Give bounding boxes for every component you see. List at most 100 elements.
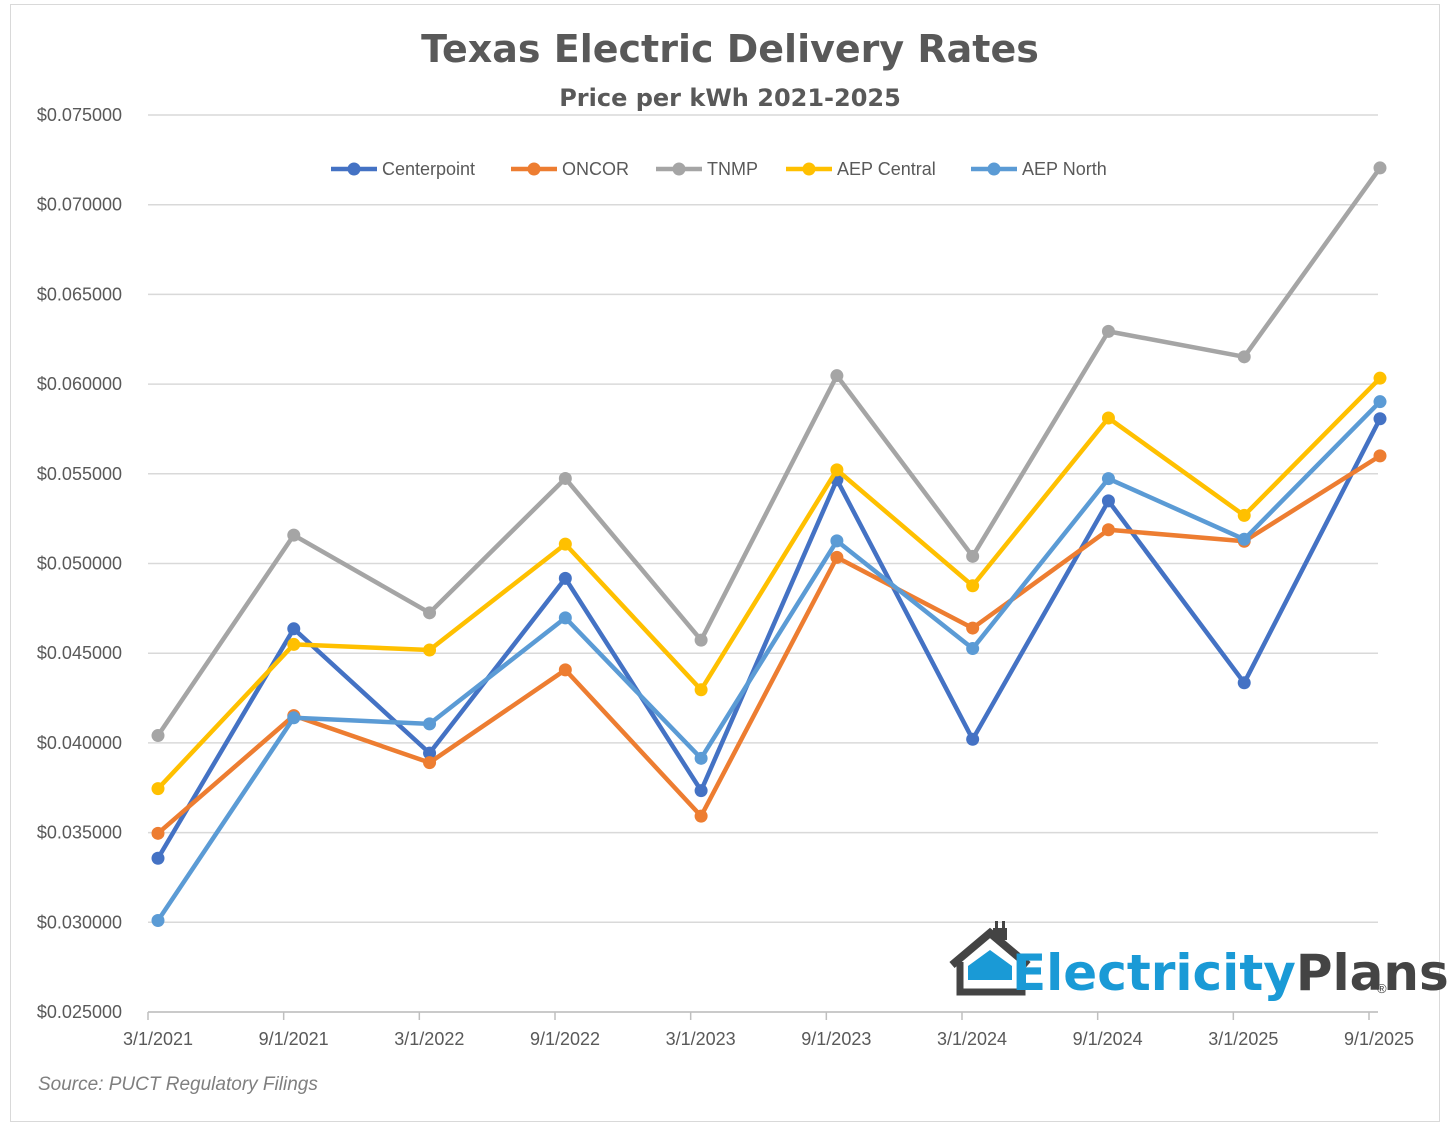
legend-item: AEP North bbox=[971, 159, 1107, 179]
data-point bbox=[558, 571, 572, 585]
series-line bbox=[155, 399, 1383, 923]
data-point bbox=[830, 534, 844, 548]
data-point bbox=[694, 633, 708, 647]
x-tick-label: 9/1/2022 bbox=[530, 1029, 600, 1049]
legend-label: ONCOR bbox=[562, 159, 629, 179]
logo-registered-mark: ® bbox=[1377, 981, 1387, 996]
x-tick-label: 9/1/2025 bbox=[1344, 1029, 1414, 1049]
data-point bbox=[966, 579, 980, 593]
y-tick-label: $0.075000 bbox=[37, 105, 122, 125]
y-tick-label: $0.065000 bbox=[37, 284, 122, 304]
data-point bbox=[151, 914, 165, 928]
data-point bbox=[423, 606, 437, 620]
data-point bbox=[830, 463, 844, 477]
data-point bbox=[287, 528, 301, 542]
legend-item: TNMP bbox=[656, 159, 758, 179]
data-point bbox=[1101, 523, 1115, 537]
x-tick-label: 3/1/2021 bbox=[123, 1029, 193, 1049]
electricityplans-logo: ElectricityPlans ® bbox=[949, 921, 1449, 1002]
data-point bbox=[1373, 371, 1387, 385]
chart-title: Texas Electric Delivery Rates bbox=[421, 27, 1039, 71]
x-tick-label: 3/1/2023 bbox=[666, 1029, 736, 1049]
data-point bbox=[830, 369, 844, 383]
series-centerpoint bbox=[151, 412, 1387, 865]
data-point bbox=[694, 683, 708, 697]
source-note: Source: PUCT Regulatory Filings bbox=[38, 1074, 318, 1095]
legend-label: AEP Central bbox=[837, 159, 936, 179]
x-tick-label: 9/1/2023 bbox=[801, 1029, 871, 1049]
data-point bbox=[423, 717, 437, 731]
data-point bbox=[694, 809, 708, 823]
y-tick-label: $0.040000 bbox=[37, 733, 122, 753]
x-tick-label: 3/1/2025 bbox=[1208, 1029, 1278, 1049]
x-tick-label: 9/1/2021 bbox=[259, 1029, 329, 1049]
data-point bbox=[151, 826, 165, 840]
series-line bbox=[155, 416, 1383, 861]
series-line bbox=[155, 165, 1383, 738]
data-point bbox=[423, 756, 437, 770]
house-plug-icon bbox=[949, 921, 1031, 996]
data-point bbox=[1237, 350, 1251, 364]
legend-swatch-marker bbox=[347, 162, 361, 176]
data-point bbox=[966, 621, 980, 635]
data-point bbox=[1373, 161, 1387, 175]
data-point bbox=[1237, 508, 1251, 522]
data-point bbox=[287, 711, 301, 725]
x-axis: 3/1/2021 9/1/2021 3/1/2022 9/1/2022 3/1/2023… bbox=[123, 1011, 1414, 1049]
legend-item: Centerpoint bbox=[331, 159, 475, 179]
data-point bbox=[558, 471, 572, 485]
gridlines bbox=[148, 114, 1378, 1013]
data-point bbox=[966, 642, 980, 656]
legend-label: AEP North bbox=[1022, 159, 1107, 179]
legend-swatch-marker bbox=[672, 162, 686, 176]
legend-swatch-marker bbox=[987, 162, 1001, 176]
data-point bbox=[1237, 676, 1251, 690]
data-point bbox=[287, 637, 301, 651]
data-point bbox=[1373, 412, 1387, 426]
legend-swatch-marker bbox=[802, 162, 816, 176]
y-tick-label: $0.050000 bbox=[37, 554, 122, 574]
data-point bbox=[558, 663, 572, 677]
data-point bbox=[1237, 532, 1251, 546]
chart-subtitle: Price per kWh 2021-2025 bbox=[559, 84, 901, 112]
y-tick-label: $0.070000 bbox=[37, 195, 122, 215]
y-tick-label: $0.060000 bbox=[37, 374, 122, 394]
series-aep-central bbox=[151, 371, 1387, 796]
data-point bbox=[1101, 494, 1115, 508]
series-aep-north bbox=[151, 395, 1387, 928]
data-point bbox=[558, 611, 572, 625]
data-point bbox=[1101, 411, 1115, 425]
series-line bbox=[155, 453, 1383, 836]
legend-label: TNMP bbox=[707, 159, 758, 179]
y-tick-label: $0.030000 bbox=[37, 912, 122, 932]
data-point bbox=[423, 746, 437, 760]
y-axis: $0.025000 $0.030000 $0.035000 $0.040000 $0.0… bbox=[37, 105, 122, 1022]
data-point bbox=[1373, 395, 1387, 409]
data-point bbox=[151, 729, 165, 743]
data-point bbox=[1101, 472, 1115, 486]
data-point bbox=[966, 732, 980, 746]
y-tick-label: $0.045000 bbox=[37, 643, 122, 663]
data-point bbox=[151, 851, 165, 865]
y-tick-label: $0.055000 bbox=[37, 464, 122, 484]
legend-item: ONCOR bbox=[511, 159, 629, 179]
x-tick-label: 3/1/2024 bbox=[937, 1029, 1007, 1049]
legend-item: AEP Central bbox=[786, 159, 936, 179]
y-tick-label: $0.025000 bbox=[37, 1002, 122, 1022]
x-tick-label: 9/1/2024 bbox=[1073, 1029, 1143, 1049]
data-point bbox=[694, 784, 708, 798]
data-point bbox=[423, 643, 437, 657]
data-point bbox=[830, 550, 844, 564]
legend: Centerpoint ONCOR TNMP AEP Central AEP North bbox=[331, 159, 1107, 179]
series-line bbox=[155, 375, 1383, 791]
data-point bbox=[151, 782, 165, 796]
data-point bbox=[287, 622, 301, 636]
logo-text: ElectricityPlans bbox=[1012, 944, 1449, 1002]
data-point bbox=[966, 549, 980, 563]
series-lines bbox=[151, 161, 1387, 928]
x-tick-label: 3/1/2022 bbox=[394, 1029, 464, 1049]
data-point bbox=[1101, 324, 1115, 338]
data-point bbox=[694, 751, 708, 765]
data-point bbox=[1373, 449, 1387, 463]
